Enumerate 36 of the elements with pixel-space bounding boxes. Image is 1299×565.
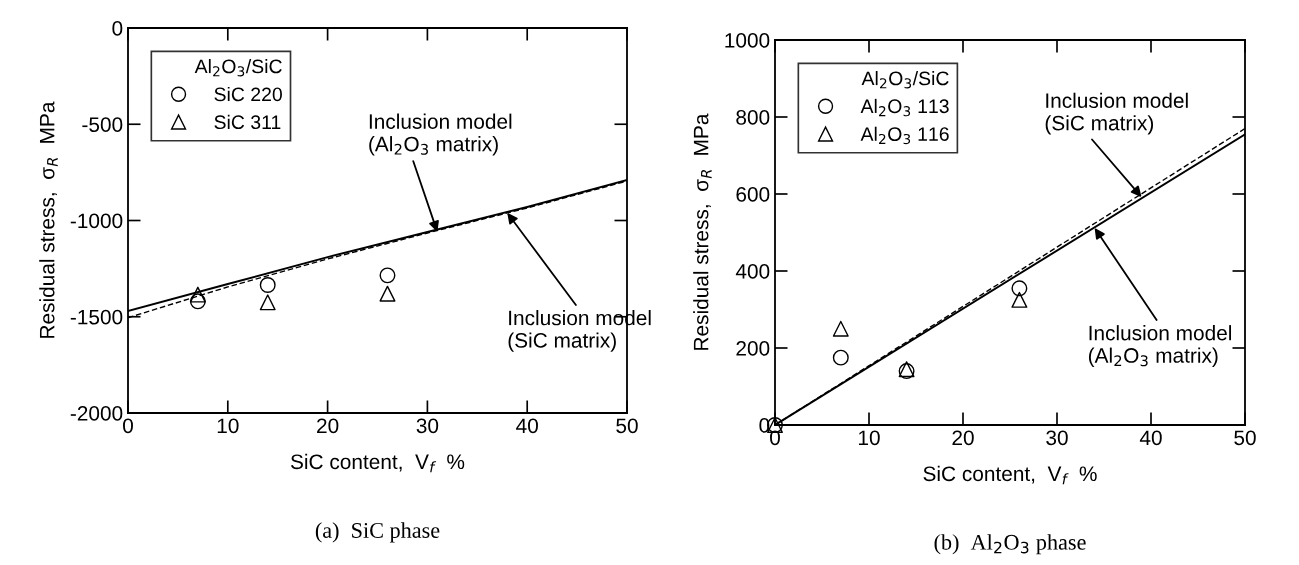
y-tick-label: 800: [736, 110, 770, 125]
x-axis-title: SiC content, V$_{f}$ %: [923, 465, 1097, 485]
legend-label: SiC 220: [214, 86, 282, 102]
x-tick-label: 30: [1046, 430, 1068, 446]
y-tick-label: -500: [82, 117, 123, 132]
text: (a) SiC phase: [315, 522, 440, 543]
y-tick-label: -2000: [70, 406, 123, 421]
x-tick-label: 10: [217, 418, 239, 434]
x-tick-label: 0: [123, 418, 133, 434]
x-tick-label: 20: [317, 418, 339, 434]
y-tick-label: 400: [735, 264, 770, 279]
x-tick-label: 30: [416, 418, 439, 434]
annotation: Inclusion model (Al$_{2}$O$_{3}$ matrix): [369, 113, 512, 156]
x-axis-title: SiC content, V$_{f}$ %: [290, 453, 465, 473]
annotation: Inclusion model (Al$_{2}$O$_{3}$ matrix): [1088, 325, 1232, 367]
annotation: Inclusion model (SiC matrix): [1045, 92, 1188, 135]
y-axis-title: Residual stress, σ$_{R}$ MPa: [693, 113, 712, 350]
y-tick-label: -1500: [70, 309, 123, 325]
y-tick-label: 200: [736, 341, 770, 356]
legend-label: Al$_{2}$O$_{3}$ 116: [860, 126, 949, 145]
x-tick-label: 50: [616, 418, 638, 434]
y-axis-title: Residual stress, σ$_{R}$ MPa: [39, 101, 58, 338]
y-tick-label: -1000: [70, 213, 123, 229]
y-tick-label: 0: [112, 21, 123, 36]
x-tick-label: 40: [516, 418, 538, 434]
legend-title: Al$_{2}$O$_{3}$/SiC: [194, 59, 282, 77]
x-tick-label: 40: [1139, 430, 1162, 446]
y-tick-label: 600: [736, 187, 770, 202]
x-tick-label: 10: [859, 430, 880, 446]
legend-title: Al$_{2}$O$_{3}$/SiC: [861, 71, 949, 89]
x-tick-label: 20: [952, 430, 974, 446]
legend-label: Al$_{2}$O$_{3}$ 113: [860, 98, 949, 117]
x-tick-label: 50: [1234, 430, 1256, 446]
y-tick-label: 1000: [725, 33, 770, 48]
legend-label: SiC 311: [214, 114, 281, 130]
text: (b) Al$_{2}$O$_{3}$ phase: [934, 534, 1086, 555]
